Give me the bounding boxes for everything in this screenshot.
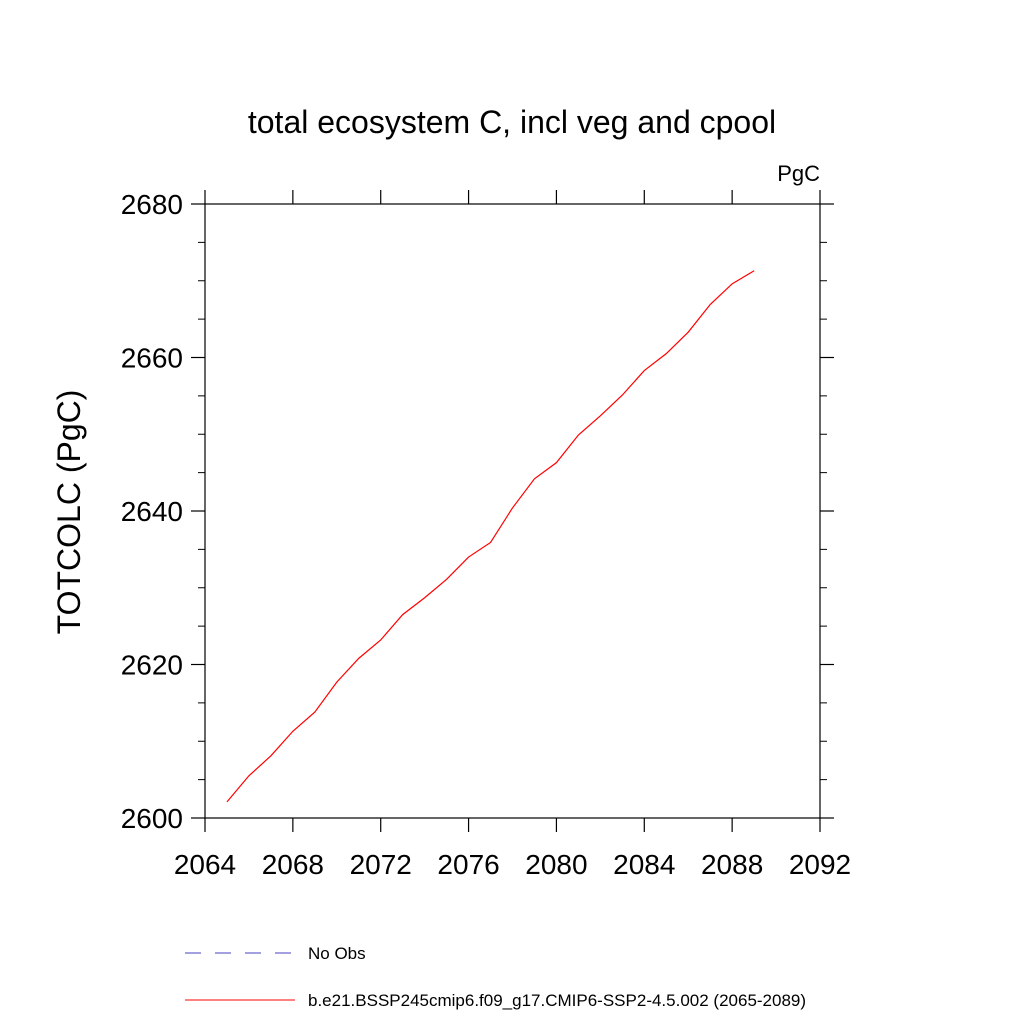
x-tick-label: 2088 — [701, 849, 763, 880]
chart-title: total ecosystem C, incl veg and cpool — [248, 104, 776, 140]
series-line — [226, 270, 755, 803]
y-tick-label: 2640 — [121, 496, 183, 527]
y-axis-label: TOTCOLC (PgC) — [51, 390, 87, 635]
y-tick-label: 2680 — [121, 189, 183, 220]
y-tick-label: 2660 — [121, 343, 183, 374]
x-tick-label: 2068 — [262, 849, 324, 880]
x-tick-label: 2072 — [350, 849, 412, 880]
legend: No Obs b.e21.BSSP245cmip6.f09_g17.CMIP6-S… — [185, 944, 806, 1010]
x-axis-ticks: 2064 2068 2072 2076 2080 2084 2088 2092 — [174, 190, 851, 880]
x-tick-label: 2092 — [789, 849, 851, 880]
x-tick-label: 2084 — [613, 849, 675, 880]
x-tick-label: 2080 — [525, 849, 587, 880]
y-axis-ticks: 2600 2620 2640 2660 2680 — [121, 189, 834, 834]
y-tick-label: 2600 — [121, 803, 183, 834]
series-layer — [226, 270, 755, 803]
units-label: PgC — [777, 161, 820, 186]
x-tick-label: 2076 — [437, 849, 499, 880]
y-tick-label: 2620 — [121, 650, 183, 681]
legend-label: No Obs — [308, 944, 366, 963]
plot-frame — [204, 203, 821, 819]
x-tick-label: 2064 — [174, 849, 236, 880]
legend-label: b.e21.BSSP245cmip6.f09_g17.CMIP6-SSP2-4.… — [308, 991, 806, 1010]
